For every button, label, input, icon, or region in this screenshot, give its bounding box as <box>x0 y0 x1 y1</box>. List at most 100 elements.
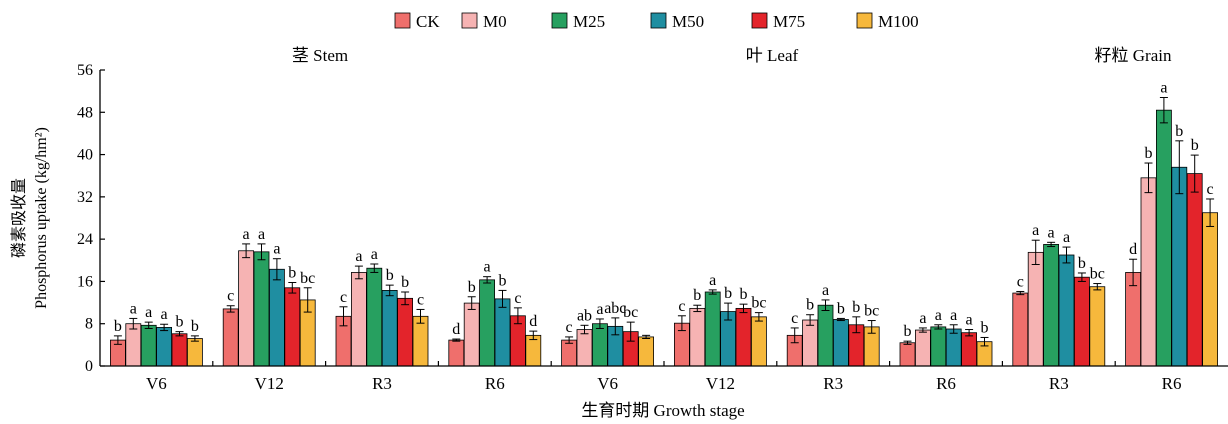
y-tick-label: 24 <box>77 231 93 248</box>
significance-letter: c <box>1207 181 1214 198</box>
legend-swatch-m0 <box>461 12 478 29</box>
bar-m0 <box>1027 251 1044 367</box>
significance-letter: b <box>1145 145 1153 162</box>
significance-letter: c <box>417 291 424 308</box>
bar-m25 <box>930 326 947 367</box>
bar-m0 <box>915 329 931 367</box>
significance-letter: b <box>837 300 845 317</box>
significance-letter: a <box>709 272 716 289</box>
significance-letter: b <box>852 299 860 316</box>
bar-m0 <box>350 272 367 367</box>
significance-letter: a <box>966 312 973 329</box>
significance-letter: c <box>514 290 521 307</box>
x-tick-label: R3 <box>1049 374 1069 393</box>
panel-title-2: 籽粒 Grain <box>1095 46 1172 65</box>
bar-m0 <box>802 319 818 367</box>
bar-m50 <box>268 268 285 367</box>
significance-letter: a <box>1048 224 1055 241</box>
significance-letter: a <box>273 241 280 258</box>
bar-m75 <box>735 307 752 367</box>
legend-swatch-m25 <box>551 12 568 29</box>
bar-m75 <box>1186 173 1203 367</box>
bar-m75 <box>1074 276 1090 367</box>
x-tick-label: V12 <box>706 374 735 393</box>
significance-letter: a <box>145 304 152 321</box>
significance-letter: d <box>452 321 460 338</box>
bar-m75 <box>397 297 414 367</box>
legend-label-m75: M75 <box>773 12 805 31</box>
legend: CK M0 M25 M50 M75 M100 <box>394 12 919 31</box>
y-tick-label: 16 <box>77 273 93 290</box>
significance-letter: b <box>806 297 814 314</box>
legend-swatch-m75 <box>751 12 768 29</box>
legend-label-m100: M100 <box>878 12 919 31</box>
significance-letter: bc <box>300 270 315 287</box>
significance-letter: a <box>161 306 168 323</box>
bar-m50 <box>945 328 962 367</box>
significance-letter: b <box>693 287 701 304</box>
bar-m25 <box>253 251 270 367</box>
bar-m0 <box>125 323 142 367</box>
bar-m25 <box>817 304 834 367</box>
bar-m100 <box>1202 212 1218 367</box>
significance-letter: a <box>258 226 265 243</box>
significance-letter: a <box>355 248 362 265</box>
significance-letter: bc <box>751 295 766 312</box>
bar-m100 <box>412 315 429 367</box>
y-tick-label: 0 <box>85 358 93 375</box>
significance-letter: a <box>1032 222 1039 239</box>
legend-label-ck: CK <box>416 12 440 31</box>
significance-letter: a <box>596 301 603 318</box>
bar-m25 <box>1156 109 1172 367</box>
bar-m100 <box>186 338 203 367</box>
bar-m50 <box>381 290 398 367</box>
significance-letter: b <box>191 318 199 335</box>
significance-letter: a <box>371 246 378 263</box>
panel-titles: 茎 Stem 叶 Leaf 籽粒 Grain <box>292 46 1172 65</box>
bar-m75 <box>284 287 301 367</box>
bar-group-1-r6: ba a a a bR6 <box>899 307 993 393</box>
bar-m100 <box>751 316 767 367</box>
x-tick-label: R3 <box>372 374 392 393</box>
bar-m25 <box>1043 244 1059 367</box>
bar-m25 <box>704 291 721 367</box>
significance-letter: a <box>935 307 942 324</box>
bar-ck <box>1125 272 1141 367</box>
bar-m25 <box>140 324 157 367</box>
bar-m0 <box>1140 177 1157 367</box>
significance-letter: c <box>678 298 685 315</box>
bar-ck <box>899 342 916 367</box>
y-tick-label: 40 <box>77 147 93 164</box>
significance-letter: ab <box>577 307 592 324</box>
bar-group-0-v6: ba a a b bV6 <box>110 300 203 393</box>
significance-letter: a <box>1160 79 1167 96</box>
bar-m25 <box>592 323 608 367</box>
panel-title-0: 茎 Stem <box>292 46 348 65</box>
significance-letter: d <box>529 313 537 330</box>
significance-letter: b <box>1175 123 1183 140</box>
significance-letter: b <box>1078 255 1086 272</box>
significance-letter: a <box>950 307 957 324</box>
bar-m0 <box>689 307 706 367</box>
bar-m75 <box>961 332 977 367</box>
legend-label-m50: M50 <box>672 12 704 31</box>
bar-m50 <box>1058 254 1075 367</box>
legend-swatch-m100 <box>856 12 873 29</box>
significance-letter: b <box>401 274 409 291</box>
bar-ck <box>1012 292 1029 367</box>
significance-letter: c <box>566 319 573 336</box>
significance-letter: a <box>822 282 829 299</box>
bar-m0 <box>576 329 593 367</box>
y-tick-label: 48 <box>77 104 93 121</box>
significance-letter: d <box>1129 241 1137 258</box>
bar-m50 <box>1171 166 1188 367</box>
significance-letter: b <box>740 286 748 303</box>
y-tick-label: 8 <box>85 316 93 333</box>
significance-letter: a <box>130 300 137 317</box>
bar-m25 <box>479 279 496 367</box>
bar-ck <box>222 308 239 367</box>
